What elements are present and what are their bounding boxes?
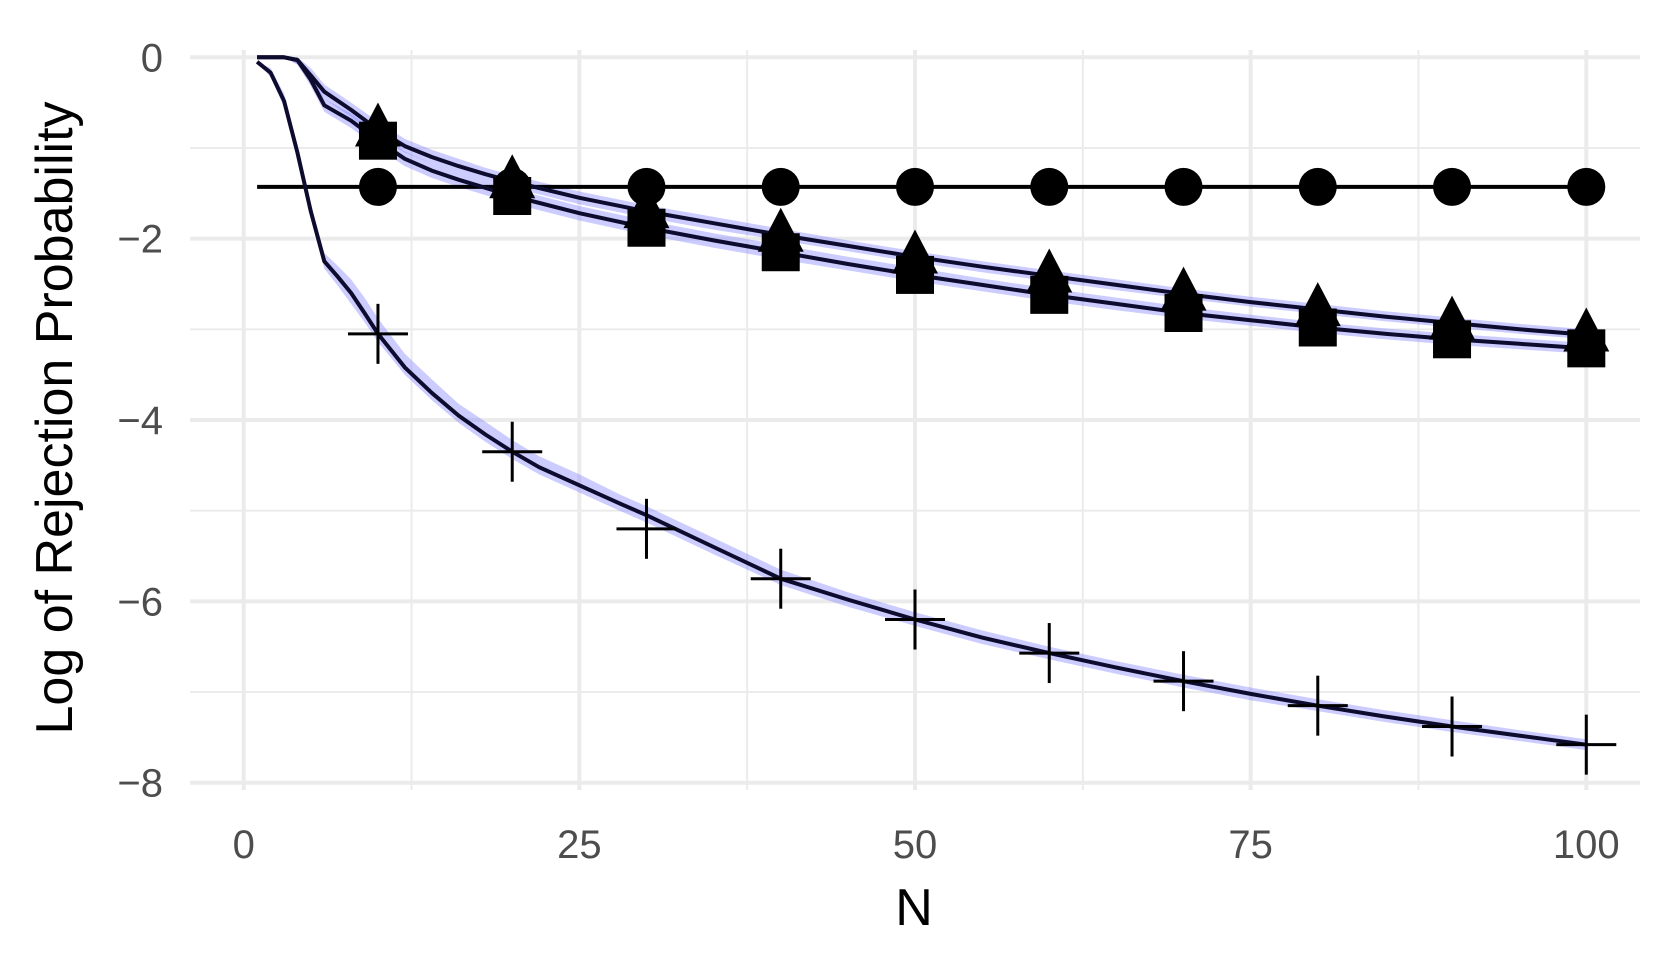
square-marker [358,121,397,160]
plus-marker [885,589,945,650]
plus-marker [1556,714,1617,775]
plus-marker [616,498,677,559]
circle-marker [896,167,934,206]
plus-marker [1153,651,1214,712]
x-tick-label: 75 [1228,823,1273,867]
square-marker [1164,293,1203,332]
circle-marker [1567,167,1606,206]
y-axis-title: Log of Rejection Probability [26,101,84,734]
square-marker [493,177,532,216]
y-tick-label: −6 [117,580,163,624]
square-marker [1567,329,1606,368]
x-tick-label: 100 [1553,823,1620,867]
circle-marker [1164,167,1203,206]
series-line-plus [255,60,1587,747]
y-tick-label: −4 [117,399,163,443]
square-marker [1030,275,1069,314]
square-marker [1298,308,1337,347]
plus-marker [1422,696,1483,757]
x-tick-label: 50 [893,823,938,867]
plus-marker [1287,675,1348,736]
plus-marker [347,303,408,364]
plus-marker [750,548,811,609]
plus-marker [1019,623,1080,684]
tick-labels: 0 25 50 75 100 0 −2 −4 −6 −8 [117,36,1619,867]
square-marker [896,255,934,294]
circle-marker [1030,167,1069,206]
y-tick-label: −2 [117,218,163,262]
x-tick-label: 0 [233,823,255,867]
x-axis-title: N [895,879,933,937]
square-marker [1433,320,1472,359]
plus-marker [482,421,543,482]
y-tick-label: −8 [117,762,163,806]
circle-marker [1433,167,1472,206]
x-tick-label: 25 [557,823,602,867]
square-marker [627,208,666,247]
series-markers [347,102,1617,775]
circle-marker [1298,167,1337,206]
y-tick-label: 0 [141,36,163,80]
circle-marker [761,167,800,206]
circle-marker [358,167,397,206]
square-marker [761,233,800,272]
